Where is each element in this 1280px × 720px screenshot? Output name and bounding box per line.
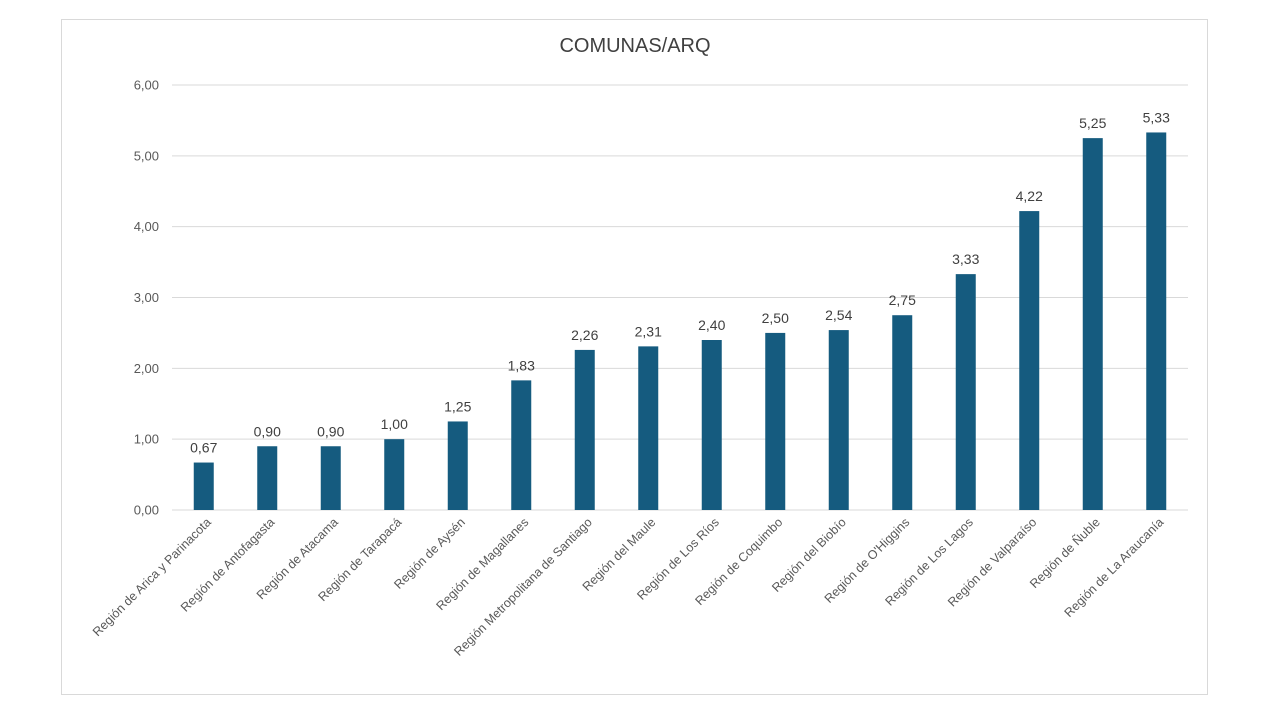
bar	[955, 274, 976, 510]
data-label: 1,25	[444, 398, 471, 414]
category-label: Región de Arica y Parinacota	[90, 515, 214, 639]
bar	[257, 446, 278, 510]
bar	[1082, 138, 1103, 510]
data-label: 4,22	[1016, 188, 1043, 204]
bar	[193, 462, 214, 510]
chart-title: COMUNAS/ARQ	[559, 35, 711, 57]
data-label: 1,00	[381, 416, 408, 432]
y-tick-label: 5,00	[134, 148, 159, 163]
y-tick-label: 0,00	[134, 503, 159, 518]
bar	[765, 332, 786, 510]
y-tick-label: 4,00	[134, 219, 159, 234]
bar	[1146, 132, 1167, 511]
gridlines	[172, 84, 1188, 511]
y-tick-label: 1,00	[134, 432, 159, 447]
y-tick-label: 3,00	[134, 290, 159, 305]
data-label: 3,33	[952, 251, 979, 267]
y-tick-label: 2,00	[134, 361, 159, 376]
bars	[193, 132, 1167, 511]
category-label: Región Metropolitana de Santiago	[451, 515, 595, 659]
data-label: 2,50	[762, 310, 789, 326]
bar	[701, 340, 722, 510]
bar	[638, 346, 659, 510]
bar	[892, 315, 913, 510]
data-label: 2,54	[825, 307, 852, 323]
bar	[320, 446, 341, 510]
chart-frame	[61, 19, 1208, 695]
data-label: 2,31	[635, 323, 662, 339]
data-labels: 0,67 0,90 0,90 1,00 1,25 1,83 2,26 2,31 2,40 2,50…	[190, 109, 1170, 455]
data-label: 2,26	[571, 327, 598, 343]
data-label: 1,83	[508, 357, 535, 373]
bar	[447, 421, 468, 510]
data-label: 0,67	[190, 440, 217, 456]
bar	[1019, 211, 1040, 511]
data-label: 0,90	[317, 423, 344, 439]
data-label: 0,90	[254, 423, 281, 439]
data-label: 2,75	[889, 292, 916, 308]
bar	[574, 349, 595, 510]
bar	[828, 330, 849, 510]
data-label: 5,33	[1143, 109, 1170, 125]
data-label: 5,25	[1079, 115, 1106, 131]
bar	[511, 380, 532, 510]
y-axis-ticks: 0,00 1,00 2,00 3,00 4,00 5,00 6,00	[134, 78, 159, 518]
data-label: 2,40	[698, 317, 725, 333]
y-tick-label: 6,00	[134, 78, 159, 93]
bar	[384, 439, 405, 510]
